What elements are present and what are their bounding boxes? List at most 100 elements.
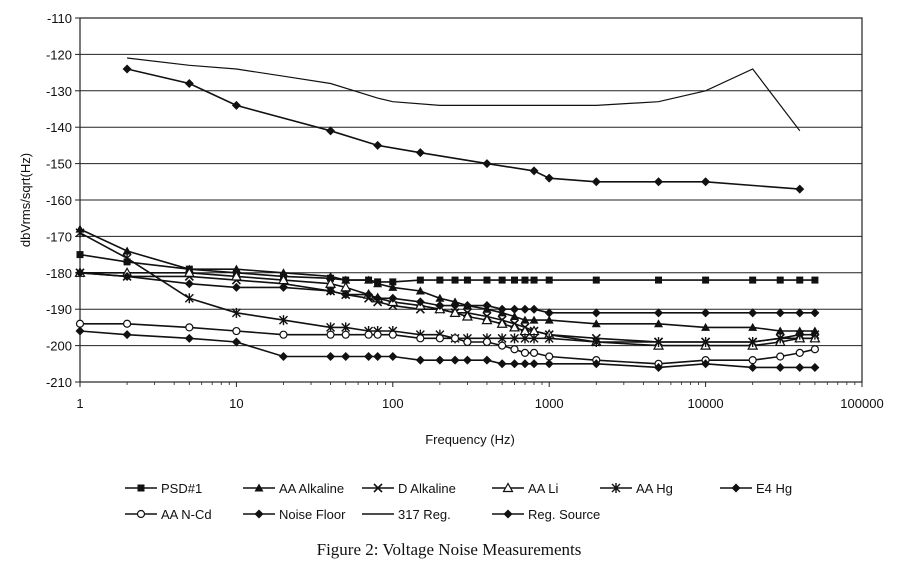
data-point-e4-hg <box>591 308 601 318</box>
data-point-aa-n-cd <box>529 348 539 357</box>
y-tick-label: -210 <box>46 375 72 390</box>
data-point-noise-floor <box>544 359 554 369</box>
series-line-reg-source <box>126 68 800 190</box>
data-point-noise-floor <box>231 337 241 347</box>
data-point-aa-hg <box>520 333 530 344</box>
data-point-noise-floor <box>654 362 664 372</box>
data-point-psd-1 <box>511 276 519 284</box>
legend-item: AA Hg <box>600 481 673 496</box>
data-point-e4-hg <box>435 301 445 311</box>
data-point-aa-li <box>449 307 461 317</box>
data-point-aa-alkaline <box>775 326 785 335</box>
data-point-noise-floor <box>122 330 132 340</box>
x-tick-label: 1 <box>76 396 83 411</box>
series-layer <box>74 57 821 372</box>
data-point-aa-hg <box>529 333 539 344</box>
data-point-aa-n-cd <box>510 345 519 354</box>
legend-item: 317 Reg. <box>362 507 451 522</box>
data-point-e4-hg <box>810 308 820 318</box>
data-point-reg-source <box>184 79 194 89</box>
legend-label: Reg. Source <box>528 507 600 522</box>
data-point-aa-n-cd <box>185 323 194 332</box>
legend-item: E4 Hg <box>720 481 792 496</box>
data-point-psd-1 <box>436 276 444 284</box>
data-point-aa-hg <box>810 329 820 340</box>
data-point-aa-hg <box>795 329 805 340</box>
legend-swatch-marker <box>254 483 264 492</box>
data-point-aa-alkaline <box>341 275 351 284</box>
y-tick-label: -140 <box>46 120 72 135</box>
data-point-aa-n-cd <box>795 348 804 357</box>
data-point-e4-hg <box>544 308 554 318</box>
legend-swatch-marker <box>373 483 383 493</box>
data-point-e4-hg <box>364 290 374 300</box>
legend-label: D Alkaline <box>398 481 456 496</box>
data-point-e4-hg <box>529 304 539 314</box>
data-point-psd-1 <box>483 276 491 284</box>
data-point-aa-hg <box>775 333 785 344</box>
data-point-reg-source <box>231 100 241 110</box>
data-point-noise-floor <box>462 355 472 365</box>
data-point-psd-1 <box>811 276 819 284</box>
legend-swatch-marker <box>503 509 513 519</box>
data-point-aa-hg <box>591 336 601 347</box>
data-point-e4-hg <box>326 286 336 296</box>
legend-label: AA N-Cd <box>161 507 212 522</box>
data-point-reg-source <box>529 166 539 176</box>
data-point-noise-floor <box>184 333 194 343</box>
data-point-psd-1 <box>655 276 663 284</box>
data-point-noise-floor <box>450 355 460 365</box>
legend-label: PSD#1 <box>161 481 202 496</box>
data-point-aa-n-cd <box>748 356 757 365</box>
data-point-psd-1 <box>530 276 538 284</box>
data-point-aa-n-cd <box>435 334 444 343</box>
y-tick-label: -190 <box>46 302 72 317</box>
data-point-noise-floor <box>326 352 336 362</box>
data-point-aa-li <box>481 314 493 325</box>
data-point-aa-n-cd <box>232 326 241 336</box>
data-point-aa-n-cd <box>364 330 373 339</box>
data-point-psd-1 <box>521 276 529 284</box>
data-point-e4-hg <box>520 304 530 314</box>
data-point-noise-floor <box>278 352 288 362</box>
data-point-aa-alkaline <box>415 286 425 295</box>
axis-layer: -110 -120 -130 -140 -150 -160 -170 -180 -190 -200… <box>46 11 884 411</box>
data-point-e4-hg <box>341 290 351 300</box>
data-point-reg-source <box>654 177 664 187</box>
data-point-aa-n-cd <box>416 334 425 343</box>
data-point-e4-hg <box>75 268 85 278</box>
data-point-aa-hg <box>231 307 241 318</box>
data-point-aa-n-cd <box>776 352 785 361</box>
data-point-noise-floor <box>701 359 711 369</box>
data-point-e4-hg <box>795 308 805 318</box>
legend-label: AA Hg <box>636 481 673 496</box>
data-point-aa-hg <box>122 253 132 264</box>
data-point-aa-alkaline <box>748 322 758 331</box>
data-point-aa-n-cd <box>279 330 288 339</box>
data-point-aa-alkaline <box>388 282 398 291</box>
data-point-noise-floor <box>591 359 601 369</box>
x-tick-label: 100 <box>382 396 404 411</box>
data-point-noise-floor <box>529 359 539 369</box>
data-point-aa-n-cd <box>388 330 397 339</box>
x-tick-label: 100000 <box>840 396 883 411</box>
data-point-aa-n-cd <box>450 334 460 343</box>
data-point-aa-n-cd <box>326 330 335 339</box>
data-point-noise-floor <box>795 362 805 372</box>
data-point-noise-floor <box>775 362 785 372</box>
data-point-reg-source <box>544 173 554 183</box>
data-point-e4-hg <box>497 304 507 314</box>
data-point-e4-hg <box>231 282 241 292</box>
data-point-noise-floor <box>341 352 351 362</box>
legend-swatch-marker <box>502 482 514 493</box>
data-point-aa-alkaline <box>231 264 241 273</box>
legend-layer: PSD#1 AA Alkaline D Alkaline AA Li AA Hg E4 H… <box>125 481 792 522</box>
series-noise-floor <box>75 326 820 372</box>
data-point-aa-n-cd <box>463 337 472 347</box>
legend-label: E4 Hg <box>756 481 792 496</box>
data-point-aa-alkaline <box>529 315 539 324</box>
legend-swatch-marker <box>611 483 621 493</box>
legend-swatch-marker <box>136 509 146 519</box>
data-point-aa-n-cd <box>373 330 382 339</box>
